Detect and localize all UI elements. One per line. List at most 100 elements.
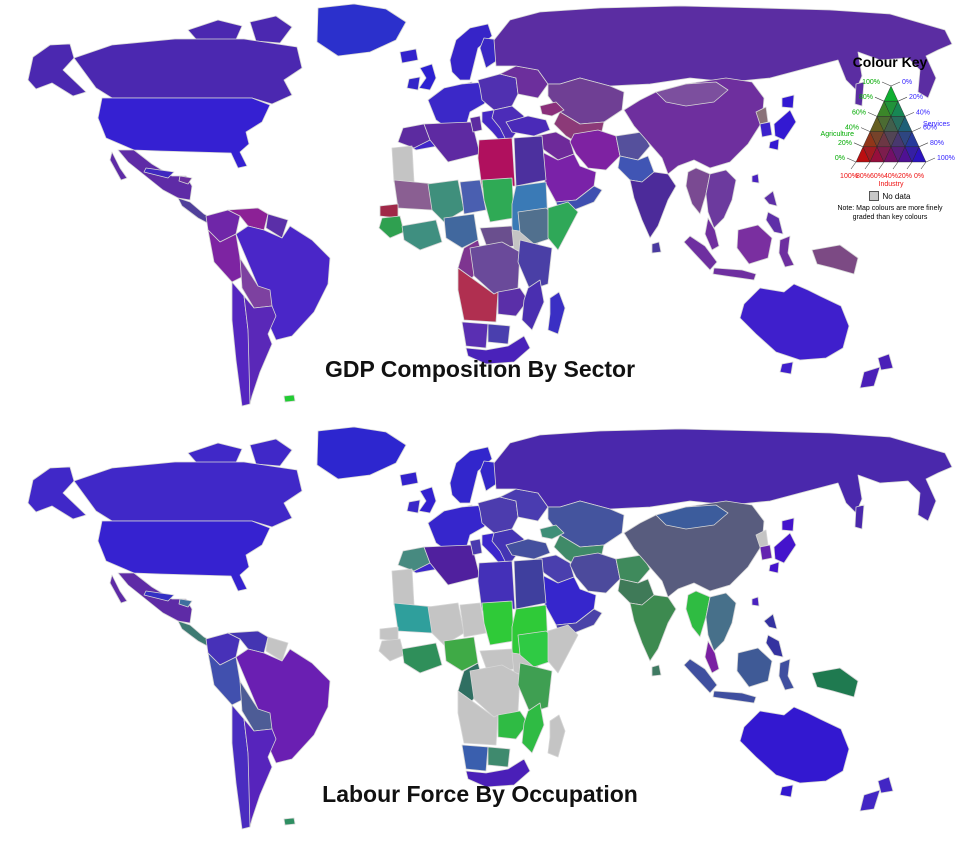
region-japan_honshu xyxy=(773,109,797,141)
colour-key: Colour Key 100% 0% 100% 80% 20% 80% 60% 40% 60% 4… xyxy=(820,54,960,222)
region-ivory_ghana xyxy=(401,219,443,251)
region-arctic2 xyxy=(249,438,293,467)
region-ireland xyxy=(406,76,421,91)
key-label: 80% xyxy=(856,173,870,180)
region-iceland xyxy=(399,471,419,487)
key-tick xyxy=(878,161,885,170)
region-somalia xyxy=(547,624,579,674)
key-tick xyxy=(890,81,901,87)
region-ivory_ghana xyxy=(401,642,443,674)
region-guinea_sierra xyxy=(378,638,405,662)
key-label: Agriculture xyxy=(821,131,855,138)
region-egypt xyxy=(513,558,547,610)
region-india xyxy=(629,594,677,662)
key-label: Services xyxy=(923,121,950,128)
no-data-label: No data xyxy=(882,191,911,201)
region-australia xyxy=(739,283,850,361)
region-japan_kyushu xyxy=(768,561,780,574)
region-mozambique xyxy=(521,702,545,754)
region-philippines_s xyxy=(765,634,784,658)
region-east_africa xyxy=(517,239,553,291)
region-falklands xyxy=(283,817,296,826)
region-java xyxy=(712,690,757,704)
region-borneo xyxy=(736,647,773,688)
region-alaska xyxy=(27,466,87,520)
key-tick xyxy=(920,161,927,170)
key-label: 80% xyxy=(859,94,873,101)
region-australia xyxy=(739,706,850,784)
no-data-legend: No data xyxy=(820,191,960,201)
region-philippines_n xyxy=(763,613,778,630)
key-label: 40% xyxy=(916,109,930,116)
key-cell xyxy=(911,146,927,163)
key-label: 0% xyxy=(835,155,845,162)
region-korea_s xyxy=(759,121,773,138)
region-uk xyxy=(418,63,437,91)
key-tick xyxy=(874,96,885,102)
key-label: 60% xyxy=(923,125,937,132)
colour-key-ternary: 100% 0%100%80% 20%80%60% 40%60%40% 60%40%20%… xyxy=(821,79,955,188)
region-sri_lanka xyxy=(651,241,662,254)
key-tick xyxy=(864,161,871,170)
region-greenland xyxy=(316,426,407,480)
region-sakhalin xyxy=(854,504,865,530)
region-ireland xyxy=(406,499,421,514)
region-somalia xyxy=(547,201,579,251)
region-canada xyxy=(73,461,303,528)
map-title-labour: Labour Force By Occupation xyxy=(322,781,638,807)
region-sulawesi xyxy=(778,658,795,691)
key-label: 40% xyxy=(845,125,859,132)
key-tick xyxy=(925,157,936,163)
region-japan_honshu xyxy=(773,532,797,564)
region-philippines_s xyxy=(765,211,784,235)
region-java xyxy=(712,267,757,281)
key-label: 20% xyxy=(898,173,912,180)
key-cell xyxy=(883,85,899,102)
colour-key-note: Note: Map colours are more finely graded… xyxy=(837,205,943,222)
region-east_europe xyxy=(477,73,519,111)
region-madagascar xyxy=(547,714,566,758)
region-botswana xyxy=(487,746,511,768)
key-tick xyxy=(918,142,929,148)
region-chad xyxy=(481,600,515,646)
region-indochina xyxy=(705,592,737,652)
key-tick xyxy=(911,127,922,132)
key-label: 100% xyxy=(840,173,858,180)
region-japan_kyushu xyxy=(768,138,780,151)
key-label: 60% xyxy=(870,173,884,180)
key-tick xyxy=(906,161,913,170)
map-title-gdp: GDP Composition By Sector xyxy=(324,356,636,382)
region-western_sahara xyxy=(391,145,415,183)
region-png xyxy=(811,244,859,275)
key-label: Industry xyxy=(879,181,904,188)
region-arctic2 xyxy=(249,15,293,44)
key-tick xyxy=(897,96,908,102)
region-western_sahara xyxy=(391,568,415,606)
region-taiwan xyxy=(751,173,760,184)
key-tick xyxy=(904,112,915,117)
region-egypt xyxy=(513,135,547,187)
region-png xyxy=(811,667,859,698)
colour-key-title: Colour Key xyxy=(852,54,928,70)
key-label: 40% xyxy=(884,173,898,180)
key-label: 20% xyxy=(909,94,923,101)
key-label: 60% xyxy=(852,109,866,116)
key-tick xyxy=(867,112,878,117)
key-label: 0% xyxy=(902,79,912,86)
region-uk xyxy=(418,486,437,514)
region-namibia xyxy=(461,744,489,772)
region-east_africa xyxy=(517,662,553,714)
key-label: 80% xyxy=(930,140,944,147)
region-indochina xyxy=(705,169,737,229)
region-mozambique xyxy=(521,279,545,331)
region-iceland xyxy=(399,48,419,64)
key-tick xyxy=(860,127,871,132)
key-label: 100% xyxy=(937,155,955,162)
region-philippines_n xyxy=(763,190,778,207)
region-guinea_sierra xyxy=(378,215,405,239)
region-borneo xyxy=(736,224,773,265)
region-alaska xyxy=(27,43,87,97)
region-senegal_gambia xyxy=(379,203,399,219)
region-greenland xyxy=(316,3,407,57)
